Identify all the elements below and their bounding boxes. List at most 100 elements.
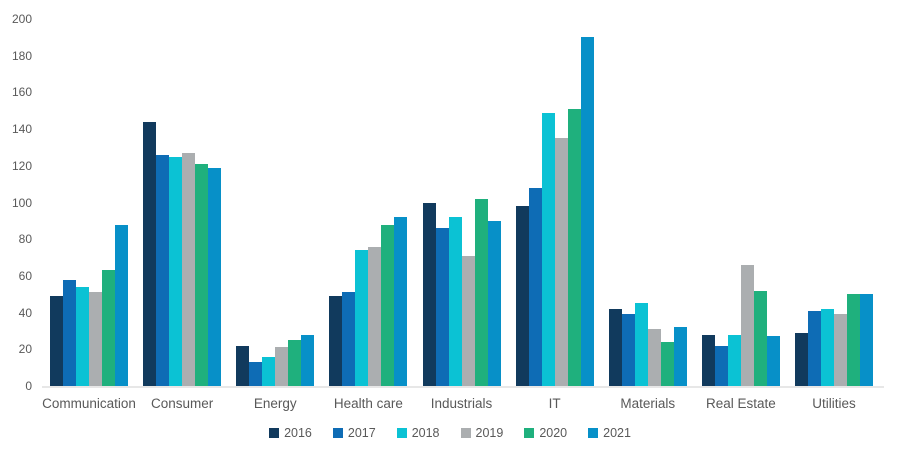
legend-label: 2019 (475, 426, 504, 440)
bar-2019-energy[interactable] (275, 347, 289, 386)
y-tick-label: 80 (18, 232, 32, 247)
bar-group-energy: Energy (236, 334, 315, 411)
legend-item-2016[interactable]: 2016 (269, 426, 312, 440)
bar-group-it: IT (515, 37, 594, 411)
x-category-label: Industrials (430, 396, 493, 411)
legend-swatch-icon (460, 428, 471, 438)
bar-2016-materials[interactable] (608, 308, 622, 386)
legend-label: 2016 (284, 426, 312, 440)
bar-2019-real-estate[interactable] (740, 264, 754, 386)
bar-2019-materials[interactable] (647, 329, 661, 386)
bar-2021-consumer[interactable] (208, 167, 222, 386)
bar-2020-it[interactable] (567, 108, 581, 386)
bar-2019-it[interactable] (554, 138, 568, 386)
bar-2019-communication[interactable] (89, 292, 102, 386)
y-tick-label: 140 (11, 122, 32, 137)
bar-2018-communication[interactable] (76, 286, 89, 386)
legend-item-2020[interactable]: 2020 (524, 426, 567, 440)
bar-2016-real-estate[interactable] (701, 334, 715, 386)
bar-2017-health-care[interactable] (342, 292, 356, 386)
y-tick-label: 40 (18, 305, 32, 320)
legend-label: 2017 (347, 426, 376, 440)
bar-2021-industrials[interactable] (487, 220, 501, 386)
y-tick-label: 60 (18, 268, 32, 283)
bar-2017-it[interactable] (528, 187, 542, 386)
bar-group-materials: Materials (608, 303, 687, 411)
bar-2016-energy[interactable] (236, 345, 250, 386)
x-category-label: IT (548, 396, 561, 411)
x-category-label: Real Estate (705, 396, 776, 411)
bar-2016-consumer[interactable] (143, 121, 157, 386)
bar-2016-utilities[interactable] (795, 332, 808, 386)
bar-group-consumer: Consumer (143, 121, 222, 411)
bar-2020-energy[interactable] (288, 340, 302, 386)
bar-2018-real-estate[interactable] (727, 334, 741, 386)
bar-2018-energy[interactable] (262, 356, 276, 386)
x-category-label: Consumer (150, 396, 214, 411)
bar-2020-industrials[interactable] (474, 198, 488, 386)
bar-2019-consumer[interactable] (182, 152, 196, 386)
bar-2017-utilities[interactable] (808, 310, 821, 386)
bar-group-industrials: Industrials (422, 198, 501, 411)
legend-label: 2021 (603, 426, 631, 440)
bar-group-utilities: Utilities (795, 294, 873, 411)
bar-2020-health-care[interactable] (381, 224, 395, 386)
bar-2020-materials[interactable] (660, 341, 674, 386)
bar-2021-utilities[interactable] (860, 294, 873, 386)
x-category-label: Utilities (812, 396, 856, 411)
bar-2020-real-estate[interactable] (753, 290, 767, 386)
legend-swatch-icon (269, 428, 280, 438)
bar-groups: Communication Consumer Energy Health care In… (42, 19, 884, 411)
bar-2018-health-care[interactable] (355, 250, 369, 386)
bar-2016-industrials[interactable] (422, 202, 436, 386)
bar-2017-communication[interactable] (63, 279, 76, 386)
bar-group-communication: Communication (42, 224, 136, 411)
x-category-label: Materials (620, 396, 676, 411)
bar-2018-utilities[interactable] (821, 308, 834, 386)
legend-label: 2020 (539, 426, 568, 440)
bar-2021-health-care[interactable] (394, 217, 408, 386)
plot-area: Communication Consumer Energy Health care In… (42, 19, 884, 411)
bar-2019-industrials[interactable] (461, 255, 475, 386)
y-tick-label: 120 (11, 158, 32, 173)
legend-swatch-icon (332, 428, 343, 438)
x-category-label: Energy (253, 396, 297, 411)
bar-2021-materials[interactable] (673, 327, 687, 386)
y-tick-label: 100 (11, 195, 32, 210)
legend-swatch-icon (524, 428, 535, 438)
bar-2016-communication[interactable] (50, 296, 63, 386)
bar-2016-it[interactable] (515, 206, 529, 386)
legend-label: 2018 (411, 426, 440, 440)
bar-2020-communication[interactable] (102, 270, 115, 386)
bar-2017-energy[interactable] (249, 362, 263, 386)
bar-2017-industrials[interactable] (435, 228, 449, 386)
bar-2017-consumer[interactable] (156, 154, 170, 386)
x-category-label: Communication (42, 396, 136, 411)
bar-2021-communication[interactable] (115, 224, 128, 386)
legend-item-2019[interactable]: 2019 (460, 426, 504, 440)
bar-2018-materials[interactable] (634, 303, 648, 386)
bar-2021-energy[interactable] (301, 334, 315, 386)
bar-2018-industrials[interactable] (448, 217, 462, 386)
legend-swatch-icon (396, 428, 407, 438)
bar-group-real-estate: Real Estate (701, 264, 780, 411)
bar-2017-real-estate[interactable] (714, 345, 728, 386)
bar-2019-health-care[interactable] (368, 246, 382, 386)
bar-2018-consumer[interactable] (169, 156, 183, 386)
y-tick-label: 160 (11, 85, 32, 100)
bar-2016-health-care[interactable] (329, 296, 343, 386)
bar-2020-utilities[interactable] (847, 294, 860, 386)
x-category-label: Health care (333, 396, 403, 411)
bar-2018-it[interactable] (541, 112, 555, 386)
legend-item-2021[interactable]: 2021 (588, 426, 631, 440)
bar-2021-it[interactable] (580, 37, 594, 386)
bar-group-health-care: Health care (329, 217, 408, 411)
bar-2019-utilities[interactable] (834, 314, 847, 386)
legend-item-2018[interactable]: 2018 (396, 426, 440, 440)
bar-2017-materials[interactable] (621, 314, 635, 386)
bar-2020-consumer[interactable] (195, 163, 209, 386)
bar-2021-real-estate[interactable] (766, 336, 780, 386)
legend-item-2017[interactable]: 2017 (332, 426, 376, 440)
y-tick-label: 180 (11, 48, 32, 63)
